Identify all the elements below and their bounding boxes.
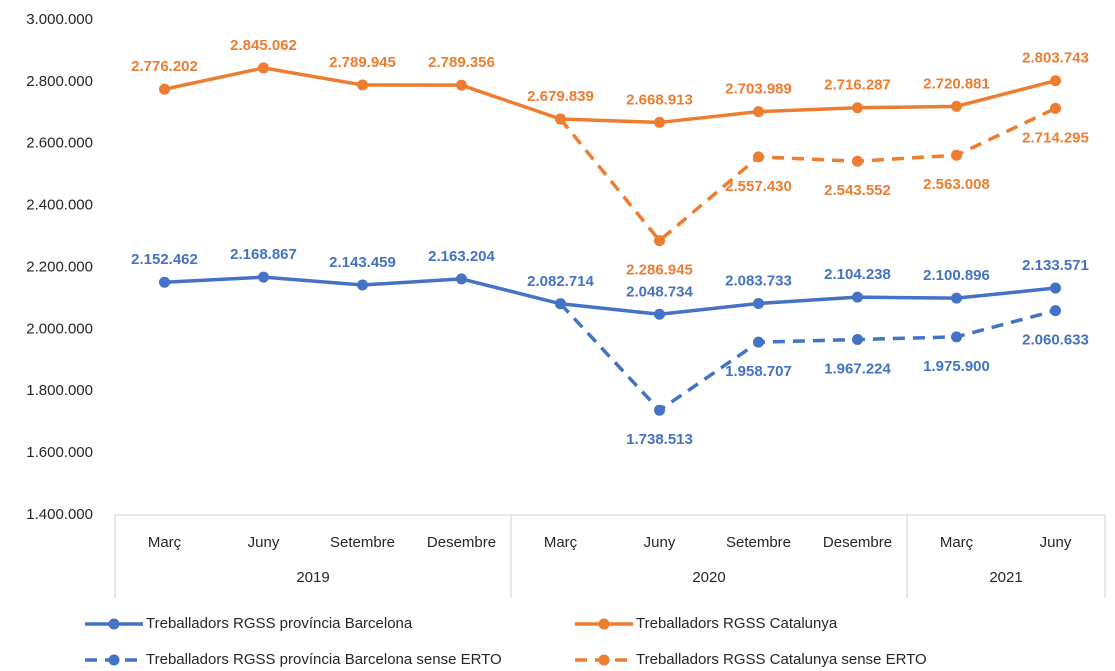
point-marker — [753, 336, 764, 348]
legend-label: Treballadors RGSS Catalunya — [636, 615, 838, 632]
point-marker — [654, 235, 665, 247]
y-tick-label: 1.600.000 — [26, 444, 93, 461]
point-marker — [951, 149, 962, 161]
point-marker — [753, 106, 764, 118]
point-marker — [852, 102, 863, 114]
x-tick-label: Desembre — [427, 534, 496, 551]
value-label: 2.083.733 — [725, 272, 792, 289]
value-label: 2.543.552 — [824, 182, 891, 199]
legend-marker — [598, 654, 610, 666]
value-label: 2.703.989 — [725, 81, 792, 98]
x-tick-label: Juny — [644, 534, 676, 551]
value-label: 2.048.734 — [626, 283, 693, 300]
value-label: 2.163.204 — [428, 248, 495, 265]
point-marker — [852, 291, 863, 303]
value-label: 2.104.238 — [824, 266, 891, 283]
value-label: 2.714.295 — [1022, 129, 1089, 146]
x-tick-label: Desembre — [823, 534, 892, 551]
legend-label: Treballadors RGSS província Barcelona — [146, 615, 413, 632]
point-marker — [951, 292, 962, 304]
point-marker — [951, 100, 962, 112]
point-marker — [258, 62, 269, 74]
value-label: 2.168.867 — [230, 246, 297, 263]
point-marker — [555, 113, 566, 125]
point-marker — [357, 79, 368, 91]
point-marker — [1050, 305, 1061, 317]
value-label: 2.133.571 — [1022, 257, 1089, 274]
y-tick-label: 1.800.000 — [26, 382, 93, 399]
point-marker — [555, 298, 566, 310]
legend-marker — [598, 618, 610, 630]
series-line — [164, 275, 1056, 317]
point-marker — [753, 151, 764, 163]
value-label: 2.845.062 — [230, 37, 297, 54]
point-marker — [654, 404, 665, 416]
y-tick-label: 2.600.000 — [26, 135, 93, 152]
point-marker — [753, 297, 764, 309]
value-label: 1.967.224 — [824, 360, 891, 377]
y-tick-label: 2.800.000 — [26, 73, 93, 90]
point-marker — [654, 308, 665, 320]
legend-label: Treballadors RGSS província Barcelona se… — [146, 651, 502, 668]
legend-label: Treballadors RGSS Catalunya sense ERTO — [636, 651, 927, 668]
y-tick-label: 2.000.000 — [26, 320, 93, 337]
value-label: 1.958.707 — [725, 363, 792, 380]
value-label: 2.082.714 — [527, 273, 594, 290]
y-tick-label: 2.400.000 — [26, 197, 93, 214]
group-label: 2019 — [296, 569, 329, 586]
value-label: 2.803.743 — [1022, 50, 1089, 67]
series-line — [164, 66, 1056, 125]
legend-marker — [108, 654, 120, 666]
legend-marker — [108, 618, 120, 630]
point-marker — [159, 83, 170, 95]
group-label: 2021 — [989, 569, 1022, 586]
value-label: 2.776.202 — [131, 58, 198, 75]
value-label: 2.789.945 — [329, 54, 396, 71]
value-label: 2.679.839 — [527, 88, 594, 105]
point-marker — [852, 155, 863, 167]
point-marker — [1050, 282, 1061, 294]
x-tick-label: Març — [940, 534, 974, 551]
y-tick-label: 3.000.000 — [26, 11, 93, 28]
x-tick-label: Març — [148, 534, 182, 551]
value-label: 2.152.462 — [131, 251, 198, 268]
value-label: 2.720.881 — [923, 75, 990, 92]
point-marker — [654, 116, 665, 128]
point-marker — [159, 276, 170, 288]
group-label: 2020 — [692, 569, 725, 586]
x-tick-label: Juny — [248, 534, 280, 551]
value-label: 2.143.459 — [329, 254, 396, 271]
x-tick-label: Setembre — [726, 534, 791, 551]
x-tick-label: Setembre — [330, 534, 395, 551]
series-line — [559, 302, 1056, 413]
x-tick-label: Juny — [1040, 534, 1072, 551]
value-label: 2.789.356 — [428, 54, 495, 71]
point-marker — [456, 273, 467, 285]
x-tick-label: Març — [544, 534, 578, 551]
point-marker — [357, 279, 368, 291]
point-marker — [1050, 75, 1061, 87]
point-marker — [951, 331, 962, 343]
point-marker — [1050, 102, 1061, 114]
point-marker — [456, 79, 467, 91]
value-label: 2.716.287 — [824, 77, 891, 94]
value-label: 2.563.008 — [923, 176, 990, 193]
y-tick-label: 2.200.000 — [26, 258, 93, 275]
point-marker — [852, 334, 863, 346]
series-line — [559, 106, 1057, 244]
value-label: 1.738.513 — [626, 431, 693, 448]
y-tick-label: 1.400.000 — [26, 506, 93, 523]
value-label: 2.286.945 — [626, 262, 693, 279]
value-label: 2.100.896 — [923, 267, 990, 284]
value-label: 2.060.633 — [1022, 332, 1089, 349]
value-label: 2.668.913 — [626, 91, 693, 108]
point-marker — [258, 271, 269, 283]
value-label: 2.557.430 — [725, 178, 792, 195]
value-label: 1.975.900 — [923, 358, 990, 375]
